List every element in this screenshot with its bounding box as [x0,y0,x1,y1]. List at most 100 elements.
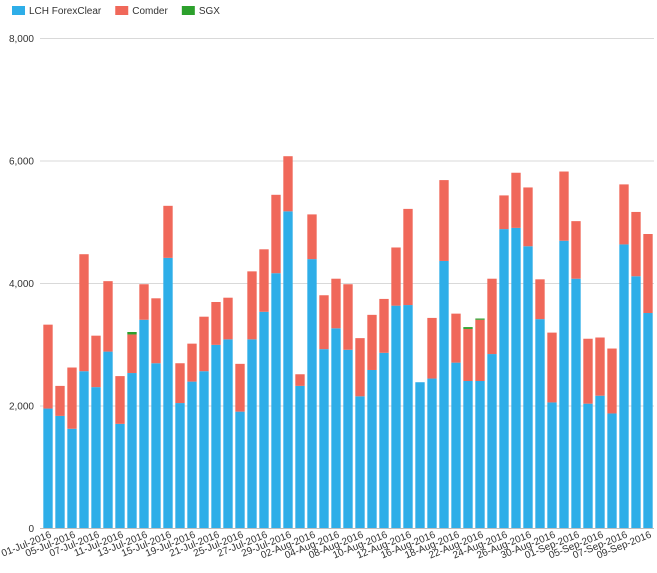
bar-comder[interactable] [523,187,533,247]
bar-lch-forexclear[interactable] [259,311,269,528]
bar-comder[interactable] [187,343,197,382]
bar-comder[interactable] [547,332,557,403]
bar-comder[interactable] [379,298,389,353]
bar-comder[interactable] [535,279,545,320]
bar-comder[interactable] [79,254,89,372]
bar-lch-forexclear[interactable] [343,349,353,528]
bar-comder[interactable] [235,363,245,412]
bar-lch-forexclear[interactable] [67,428,77,528]
bar-comder[interactable] [175,363,185,404]
bar-comder[interactable] [583,338,593,404]
bar-lch-forexclear[interactable] [487,354,497,528]
bar-lch-forexclear[interactable] [571,278,581,528]
bar-comder[interactable] [643,234,653,314]
bar-comder[interactable] [127,334,137,374]
bar-lch-forexclear[interactable] [583,403,593,528]
bar-lch-forexclear[interactable] [619,244,629,528]
bar-lch-forexclear[interactable] [127,373,137,528]
bar-comder[interactable] [511,172,521,228]
bar-lch-forexclear[interactable] [79,371,89,528]
bar-comder[interactable] [427,317,437,379]
bar-comder[interactable] [163,205,173,258]
bar-comder[interactable] [151,298,161,364]
bar-comder[interactable] [67,367,77,429]
bar-lch-forexclear[interactable] [451,362,461,529]
bar-lch-forexclear[interactable] [523,246,533,528]
bar-comder[interactable] [331,278,341,329]
bar-lch-forexclear[interactable] [199,371,209,528]
bar-comder[interactable] [595,337,605,396]
bar-comder[interactable] [307,214,317,260]
bar-lch-forexclear[interactable] [295,385,305,528]
bar-comder[interactable] [571,221,581,279]
bar-comder[interactable] [451,313,461,363]
bar-sgx[interactable] [463,327,473,329]
bar-lch-forexclear[interactable] [151,363,161,528]
bar-lch-forexclear[interactable] [391,305,401,528]
bar-comder[interactable] [283,156,293,212]
bar-comder[interactable] [91,335,101,388]
bar-sgx[interactable] [475,318,485,320]
bar-lch-forexclear[interactable] [115,423,125,529]
bar-comder[interactable] [115,376,125,424]
bar-lch-forexclear[interactable] [559,240,569,529]
bar-comder[interactable] [607,348,617,414]
bar-comder[interactable] [43,324,53,409]
bar-comder[interactable] [295,374,305,386]
bar-lch-forexclear[interactable] [187,381,197,528]
bar-lch-forexclear[interactable] [427,378,437,528]
bar-lch-forexclear[interactable] [235,411,245,529]
legend-label-sgx[interactable]: SGX [199,6,220,17]
bar-comder[interactable] [343,284,353,350]
legend-swatch-comder[interactable] [115,6,129,15]
bar-lch-forexclear[interactable] [271,273,281,528]
bar-lch-forexclear[interactable] [511,227,521,529]
bar-lch-forexclear[interactable] [175,403,185,528]
bar-lch-forexclear[interactable] [595,395,605,528]
bar-comder[interactable] [223,297,233,340]
bar-lch-forexclear[interactable] [283,211,293,528]
bar-lch-forexclear[interactable] [331,328,341,528]
bar-comder[interactable] [487,278,497,355]
bar-lch-forexclear[interactable] [415,382,425,528]
bar-comder[interactable] [559,171,569,241]
bar-comder[interactable] [103,281,113,352]
bar-comder[interactable] [355,338,365,397]
bar-comder[interactable] [391,247,401,306]
bar-lch-forexclear[interactable] [499,229,509,528]
bar-lch-forexclear[interactable] [163,257,173,528]
bar-lch-forexclear[interactable] [631,276,641,528]
bar-sgx[interactable] [127,332,137,335]
bar-lch-forexclear[interactable] [379,352,389,528]
bar-lch-forexclear[interactable] [607,413,617,528]
legend-swatch-lch-forexclear[interactable] [12,6,25,15]
bar-comder[interactable] [211,301,221,345]
bar-lch-forexclear[interactable] [91,387,101,529]
bar-lch-forexclear[interactable] [463,381,473,528]
bar-comder[interactable] [631,211,641,277]
bar-lch-forexclear[interactable] [643,313,653,528]
bar-lch-forexclear[interactable] [211,344,221,528]
bar-lch-forexclear[interactable] [367,369,377,528]
bar-comder[interactable] [55,385,65,416]
bar-lch-forexclear[interactable] [307,259,317,528]
bar-comder[interactable] [463,328,473,381]
bar-comder[interactable] [247,271,257,340]
bar-lch-forexclear[interactable] [403,305,413,528]
bar-comder[interactable] [319,295,329,350]
bar-comder[interactable] [367,314,377,370]
bar-lch-forexclear[interactable] [139,319,149,528]
bar-comder[interactable] [259,249,269,312]
bar-comder[interactable] [439,180,449,261]
bar-comder[interactable] [139,284,149,320]
bar-comder[interactable] [271,194,281,274]
bar-lch-forexclear[interactable] [247,339,257,528]
bar-lch-forexclear[interactable] [319,349,329,528]
bar-lch-forexclear[interactable] [439,260,449,528]
bar-comder[interactable] [199,316,209,372]
bar-lch-forexclear[interactable] [355,396,365,528]
legend-label-comder[interactable]: Comder [132,6,168,17]
bar-comder[interactable] [403,208,413,306]
bar-lch-forexclear[interactable] [43,408,53,528]
bar-comder[interactable] [475,319,485,381]
